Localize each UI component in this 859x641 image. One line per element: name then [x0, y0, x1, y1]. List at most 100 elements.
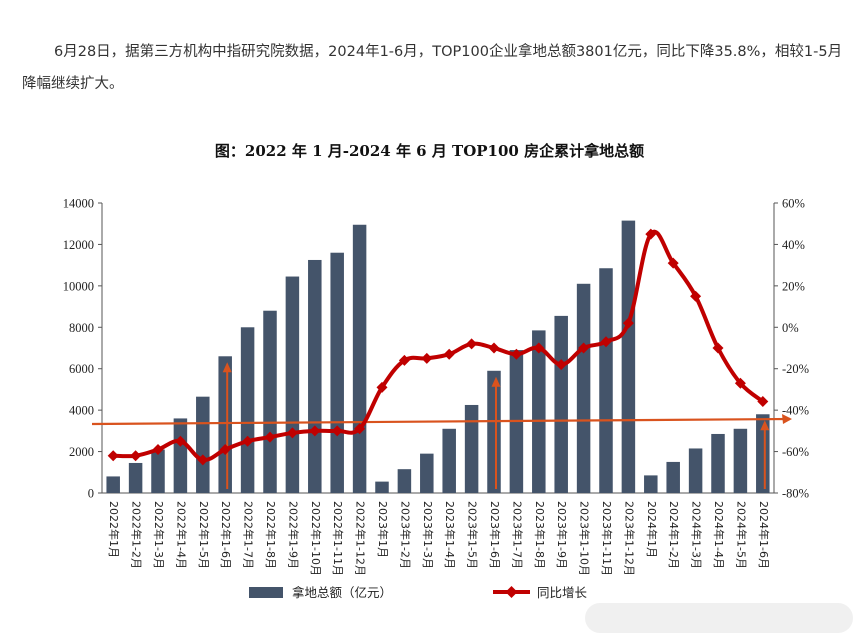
line-point [331, 425, 343, 437]
x-axis-tick-label: 2024年1-2月 [667, 501, 681, 569]
bar [464, 404, 479, 493]
x-axis-tick-label: 2023年1月 [376, 501, 390, 558]
left-axis-tick-label: 2000 [69, 445, 94, 459]
x-axis-tick-label: 2023年1-8月 [533, 501, 547, 569]
bar [487, 370, 501, 493]
bar [397, 469, 412, 493]
line-point [376, 381, 388, 393]
bar [285, 276, 300, 493]
left-axis-tick-label: 10000 [63, 279, 94, 293]
legend-line-marker [505, 586, 518, 598]
reference-line [91, 417, 791, 426]
bar [532, 330, 546, 493]
line-point [533, 342, 545, 354]
left-axis-tick-label: 14000 [63, 197, 94, 211]
line-point [645, 228, 657, 240]
line-point [130, 450, 142, 462]
x-axis-tick-label: 2023年1-10月 [578, 501, 592, 576]
line-point [578, 342, 590, 354]
line-point [466, 338, 478, 350]
left-axis-tick-label: 6000 [69, 362, 94, 376]
line-point [443, 348, 455, 360]
x-axis-tick-label: 2024年1月 [645, 501, 659, 558]
line-series-path [113, 229, 765, 462]
x-axis-tick-label: 2023年1-9月 [555, 501, 569, 569]
x-axis-tick-label: 2023年1-7月 [510, 501, 524, 569]
bar [711, 433, 725, 493]
line-point [264, 431, 276, 443]
x-axis-tick-label: 2023年1-5月 [466, 501, 480, 569]
x-axis-tick-label: 2022年1-8月 [264, 501, 278, 569]
x-axis-tick-label: 2023年1-2月 [398, 501, 412, 569]
right-axis-tick-label: -60% [782, 445, 809, 459]
left-axis-tick-label: 8000 [69, 321, 94, 335]
right-axis-tick-label: 20% [782, 279, 805, 293]
x-axis-tick-label: 2023年1-12月 [622, 501, 636, 576]
x-axis-tick-label: 2022年1-10月 [309, 501, 323, 576]
right-axis-tick-label: 40% [782, 238, 805, 252]
line-point [286, 427, 298, 439]
line-point [242, 435, 254, 447]
bar [733, 428, 748, 493]
line-point [488, 342, 500, 354]
bar [420, 453, 434, 493]
bar [554, 315, 568, 493]
line-point [107, 450, 119, 462]
line-point [510, 348, 522, 360]
bar [151, 449, 165, 493]
line-point [757, 395, 769, 407]
x-axis-tick-label: 2023年1-11月 [600, 501, 614, 576]
bar [173, 418, 188, 493]
right-axis-tick-label: -20% [782, 362, 809, 376]
line-point [734, 377, 746, 389]
x-axis-tick-label: 2023年1-4月 [443, 501, 457, 569]
x-axis-tick-label: 2022年1-12月 [354, 501, 368, 576]
x-axis-tick-label: 2022年1-3月 [152, 501, 166, 569]
bar [308, 259, 322, 493]
line-point [555, 359, 567, 371]
legend-bar-swatch [249, 587, 283, 598]
bar [442, 428, 456, 493]
line-point [667, 257, 679, 269]
line-point [354, 423, 366, 435]
bar [330, 252, 344, 493]
line-point [398, 354, 410, 366]
x-axis-tick-label: 2024年1-5月 [734, 501, 748, 569]
x-axis-tick-label: 2022年1-6月 [219, 501, 233, 569]
bar [218, 356, 232, 493]
line-point [421, 352, 433, 364]
bar [375, 481, 389, 493]
article-paragraph: 6月28日，据第三方机构中指研究院数据，2024年1-6月，TOP100企业拿地… [22, 44, 843, 92]
chart-title: 图：2022 年 1 月-2024 年 6 月 TOP100 房企累计拿地总额 [214, 142, 645, 160]
right-axis-tick-label: 60% [782, 197, 805, 211]
left-axis-tick-label: 4000 [69, 404, 94, 418]
x-axis-tick-label: 2022年1-11月 [331, 501, 345, 576]
bar [240, 327, 255, 493]
bar [352, 224, 367, 493]
right-axis-tick-label: -80% [782, 487, 809, 501]
annotation-arrowhead [222, 362, 232, 373]
reference-line-arrowhead [782, 414, 792, 424]
line-point [690, 290, 702, 302]
annotation-arrowhead [491, 376, 501, 387]
line-point [219, 444, 231, 455]
watermark [585, 603, 853, 633]
line-point [197, 454, 209, 466]
legend-bar-label: 拿地总额（亿元） [292, 585, 392, 600]
legend-line-label: 同比增长 [537, 585, 588, 600]
line-point [174, 435, 186, 447]
bar [263, 310, 277, 493]
bar [621, 220, 636, 493]
bar [128, 462, 143, 493]
x-axis-tick-label: 2022年1-2月 [130, 501, 144, 569]
bar [756, 414, 770, 493]
left-axis-tick-label: 12000 [63, 238, 94, 252]
bar [688, 448, 703, 493]
x-axis-tick-label: 2022年1-9月 [286, 501, 300, 569]
right-axis-tick-label: 0% [782, 321, 799, 335]
bar [196, 396, 210, 493]
x-axis-tick-label: 2024年1-6月 [757, 501, 771, 569]
x-axis-tick-label: 2024年1-3月 [690, 501, 704, 569]
bar [599, 268, 613, 493]
